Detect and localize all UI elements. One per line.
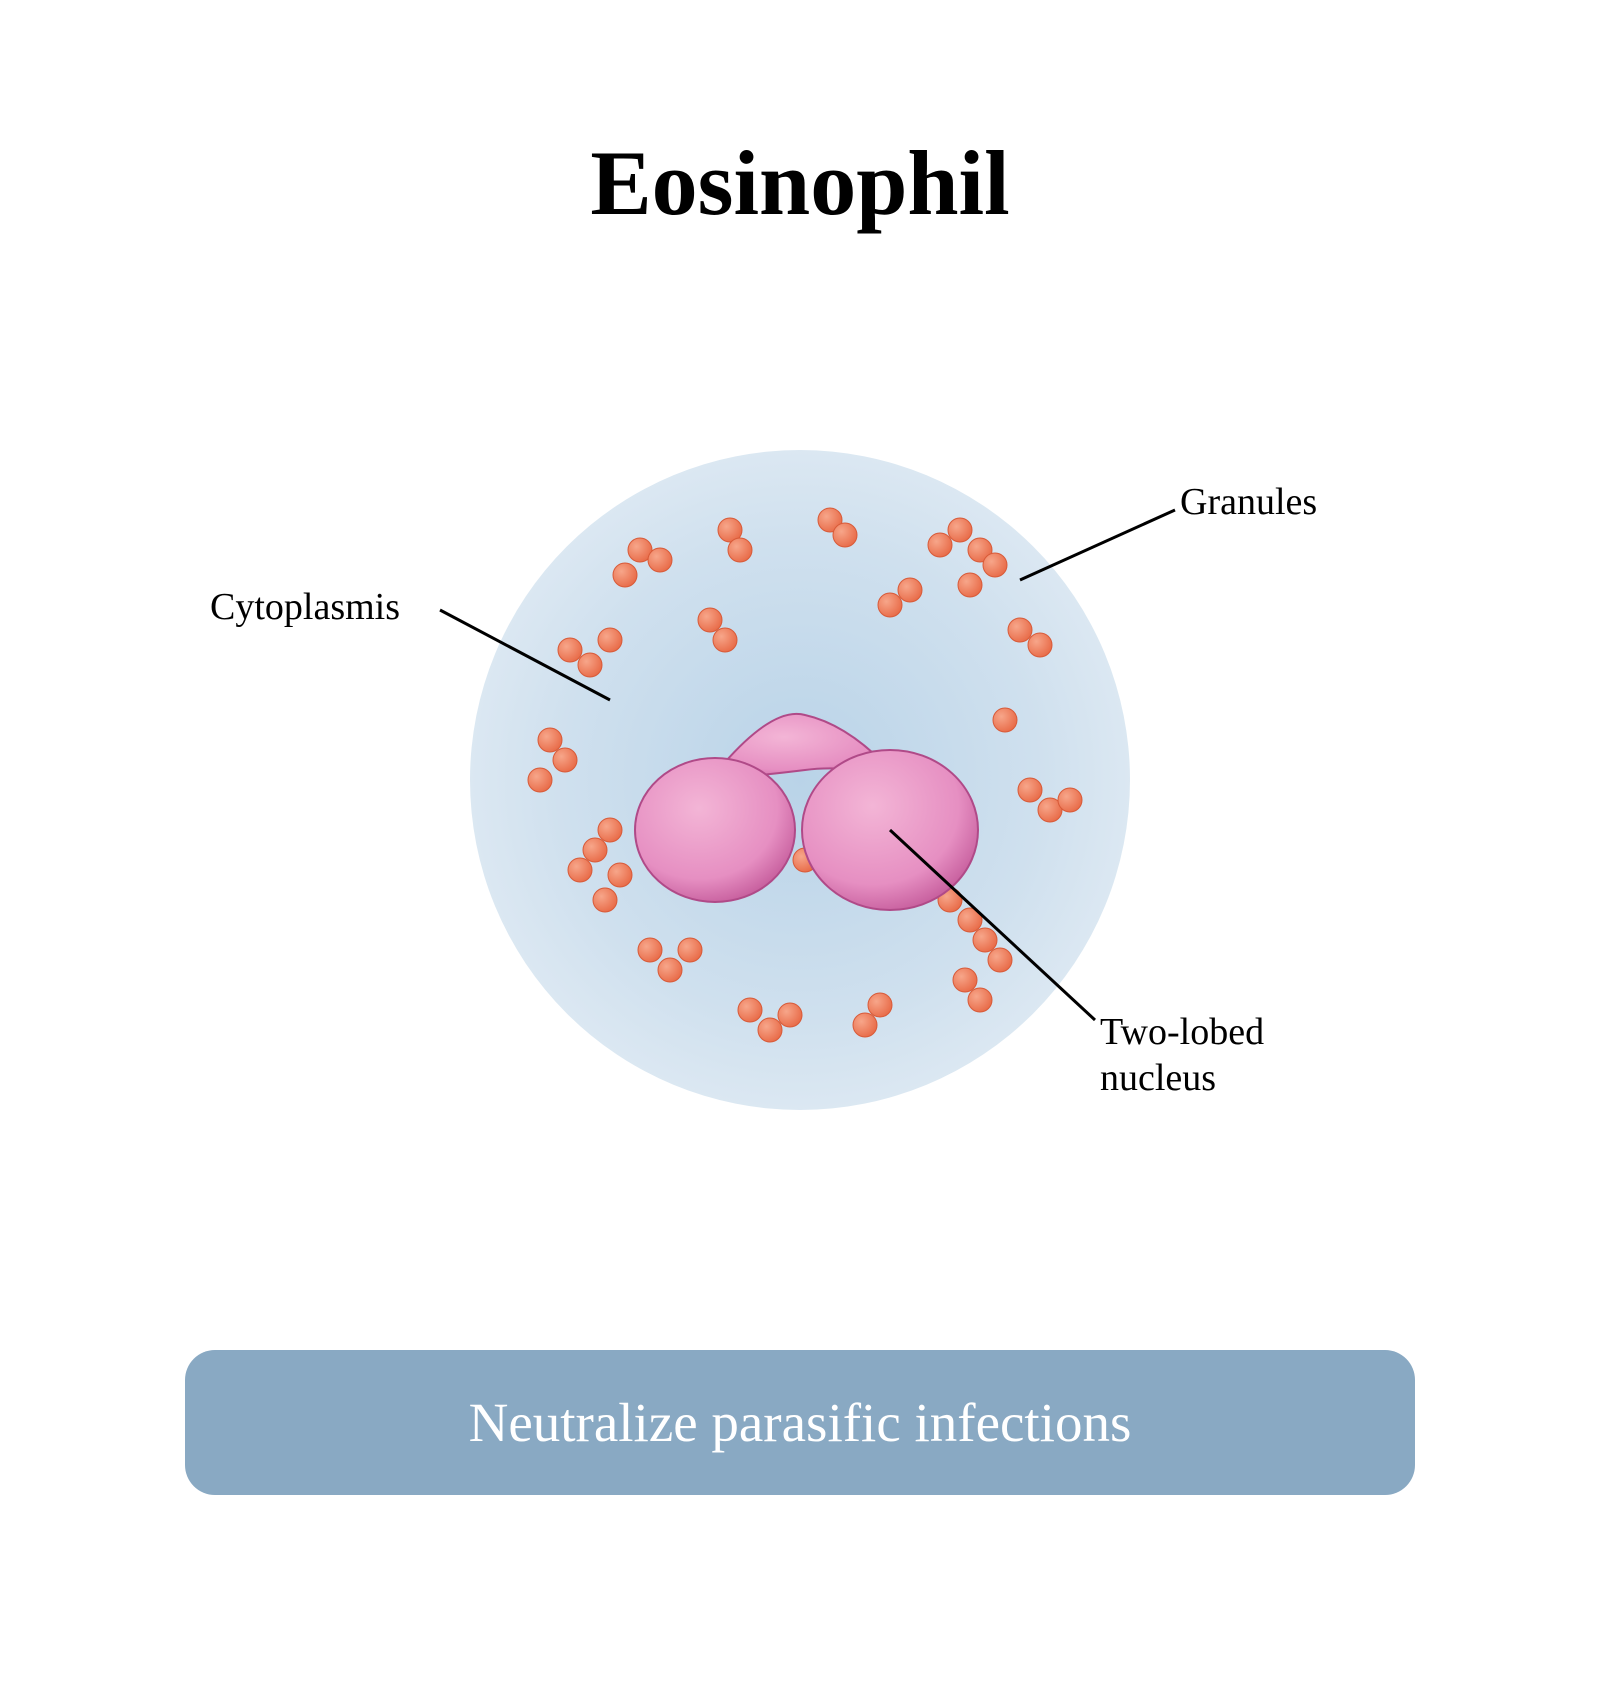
granule: [728, 538, 752, 562]
granule: [973, 928, 997, 952]
granule: [698, 608, 722, 632]
granule: [558, 638, 582, 662]
granule: [613, 563, 637, 587]
granule: [598, 818, 622, 842]
granule: [568, 858, 592, 882]
label-nucleus-line1: Two-lobed: [1100, 1011, 1264, 1053]
granule: [528, 768, 552, 792]
granule: [993, 708, 1017, 732]
granule: [648, 548, 672, 572]
granule: [608, 863, 632, 887]
leader-line-granules: [1020, 510, 1175, 580]
granule: [758, 1018, 782, 1042]
granule: [833, 523, 857, 547]
granule: [638, 938, 662, 962]
granule: [778, 1003, 802, 1027]
granule: [928, 533, 952, 557]
granule: [968, 988, 992, 1012]
granule: [583, 838, 607, 862]
granule: [713, 628, 737, 652]
granule: [988, 948, 1012, 972]
granule: [1058, 788, 1082, 812]
granule: [1008, 618, 1032, 642]
granule: [868, 993, 892, 1017]
granule: [958, 573, 982, 597]
granule: [1018, 778, 1042, 802]
function-banner: Neutralize parasific infections: [185, 1350, 1415, 1495]
granule: [593, 888, 617, 912]
granule: [553, 748, 577, 772]
label-nucleus-line2: nucleus: [1100, 1057, 1216, 1099]
label-cytoplasmis: Cytoplasmis: [210, 585, 400, 631]
granule: [538, 728, 562, 752]
granule: [983, 553, 1007, 577]
label-nucleus: Two-lobed nucleus: [1100, 1010, 1264, 1101]
granule: [853, 1013, 877, 1037]
granule: [953, 968, 977, 992]
granule: [948, 518, 972, 542]
function-banner-text: Neutralize parasific infections: [469, 1391, 1132, 1454]
label-granules: Granules: [1180, 480, 1317, 526]
granule: [738, 998, 762, 1022]
granule: [898, 578, 922, 602]
granule: [658, 958, 682, 982]
granule: [598, 628, 622, 652]
granule: [878, 593, 902, 617]
granule: [578, 653, 602, 677]
granule: [1028, 633, 1052, 657]
granule: [678, 938, 702, 962]
